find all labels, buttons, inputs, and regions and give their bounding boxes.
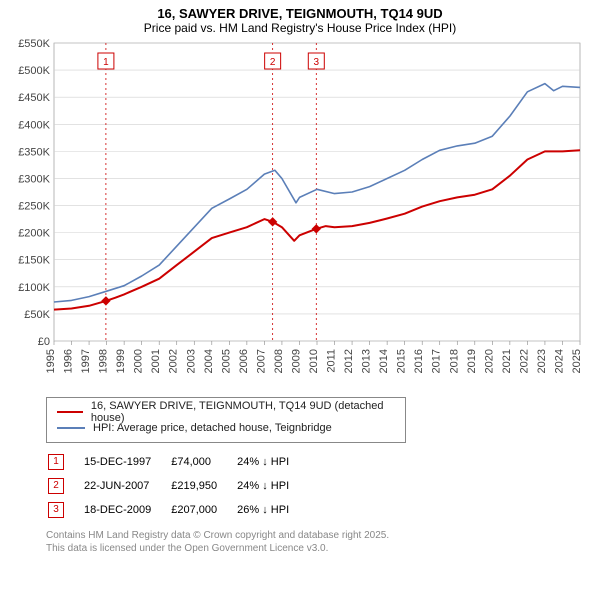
svg-text:2018: 2018 [448,349,460,373]
svg-text:2024: 2024 [553,349,565,373]
marker-date: 18-DEC-2009 [84,499,169,521]
svg-text:1995: 1995 [45,349,57,373]
svg-text:1997: 1997 [80,349,92,373]
marker-row: 1 15-DEC-1997£74,00024% ↓ HPI [48,451,307,473]
marker-number-box: 2 [48,478,64,494]
legend-label: HPI: Average price, detached house, Teig… [93,422,332,434]
legend-label: 16, SAWYER DRIVE, TEIGNMOUTH, TQ14 9UD (… [91,400,395,424]
svg-text:1998: 1998 [98,349,110,373]
svg-text:2000: 2000 [133,349,145,373]
svg-text:2012: 2012 [343,349,355,373]
legend: 16, SAWYER DRIVE, TEIGNMOUTH, TQ14 9UD (… [46,397,406,443]
marker-row: 2 22-JUN-2007£219,95024% ↓ HPI [48,475,307,497]
svg-text:£450K: £450K [18,92,50,104]
svg-text:2005: 2005 [220,349,232,373]
svg-text:2016: 2016 [413,349,425,373]
marker-delta: 24% ↓ HPI [237,475,307,497]
svg-text:2022: 2022 [518,349,530,373]
marker-price: £219,950 [171,475,235,497]
svg-text:2020: 2020 [483,349,495,373]
credit-line-2: This data is licensed under the Open Gov… [46,542,566,555]
svg-text:£50K: £50K [24,309,50,321]
svg-text:2: 2 [270,57,276,68]
svg-text:2004: 2004 [203,349,215,373]
svg-text:2021: 2021 [501,349,513,373]
svg-text:£0: £0 [38,336,50,348]
svg-text:£150K: £150K [18,255,50,267]
marker-price: £74,000 [171,451,235,473]
svg-text:£200K: £200K [18,228,50,240]
svg-text:£500K: £500K [18,65,50,77]
legend-swatch [57,427,85,429]
marker-row: 3 18-DEC-2009£207,00026% ↓ HPI [48,499,307,521]
marker-date: 15-DEC-1997 [84,451,169,473]
marker-delta: 24% ↓ HPI [237,451,307,473]
svg-text:2003: 2003 [185,349,197,373]
svg-text:2009: 2009 [290,349,302,373]
marker-table: 1 15-DEC-1997£74,00024% ↓ HPI 2 22-JUN-2007… [46,449,309,523]
svg-text:1: 1 [103,57,109,68]
svg-text:£250K: £250K [18,201,50,213]
svg-text:2017: 2017 [431,349,443,373]
svg-text:1996: 1996 [63,349,75,373]
svg-text:2023: 2023 [536,349,548,373]
svg-text:3: 3 [314,57,320,68]
svg-text:2001: 2001 [150,349,162,373]
svg-text:£100K: £100K [18,282,50,294]
page-title: 16, SAWYER DRIVE, TEIGNMOUTH, TQ14 9UD [10,6,590,21]
marker-number-box: 3 [48,502,64,518]
legend-row: 16, SAWYER DRIVE, TEIGNMOUTH, TQ14 9UD (… [57,404,395,420]
price-chart: £0 £50K £100K £150K £200K £250K £300K £350K £400… [10,39,590,389]
svg-text:2015: 2015 [396,349,408,373]
svg-text:1999: 1999 [115,349,127,373]
svg-text:2006: 2006 [238,349,250,373]
svg-text:£300K: £300K [18,173,50,185]
svg-text:£400K: £400K [18,119,50,131]
svg-text:2007: 2007 [255,349,267,373]
svg-text:2019: 2019 [466,349,478,373]
legend-swatch [57,411,83,413]
svg-text:2013: 2013 [361,349,373,373]
svg-text:£550K: £550K [18,39,50,50]
marker-number-box: 1 [48,454,64,470]
data-credit: Contains HM Land Registry data © Crown c… [46,529,566,555]
svg-text:2002: 2002 [168,349,180,373]
svg-text:2011: 2011 [326,349,338,373]
svg-text:2010: 2010 [308,349,320,373]
svg-text:2008: 2008 [273,349,285,373]
marker-delta: 26% ↓ HPI [237,499,307,521]
svg-text:£350K: £350K [18,146,50,158]
marker-date: 22-JUN-2007 [84,475,169,497]
page-subtitle: Price paid vs. HM Land Registry's House … [10,21,590,35]
credit-line-1: Contains HM Land Registry data © Crown c… [46,529,566,542]
svg-text:2025: 2025 [571,349,583,373]
marker-price: £207,000 [171,499,235,521]
svg-text:2014: 2014 [378,349,390,373]
